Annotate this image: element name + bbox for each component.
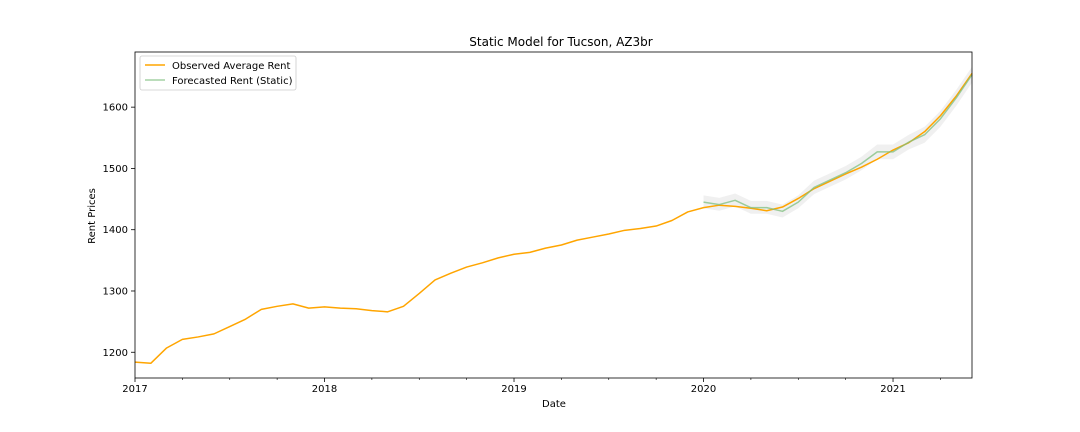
forecast-rent-line <box>703 74 973 213</box>
y-tick-label: 1200 <box>103 348 128 359</box>
legend: Observed Average Rent Forecasted Rent (S… <box>139 55 297 91</box>
plot-frame <box>134 51 973 379</box>
y-tick-label: 1500 <box>103 164 128 175</box>
chart-title: Static Model for Tucson, AZ3br <box>469 35 653 49</box>
legend-label-forecast: Forecasted Rent (Static) <box>172 76 293 87</box>
x-tick-label: 2021 <box>880 384 905 395</box>
x-tick-label: 2018 <box>312 384 337 395</box>
y-tick-label: 1400 <box>103 225 128 236</box>
forecast-confidence-band <box>703 66 972 218</box>
legend-label-observed: Observed Average Rent <box>172 61 291 72</box>
y-tick-label: 1300 <box>103 286 128 297</box>
y-axis-label: Rent Prices <box>87 188 98 244</box>
x-tick-label: 2017 <box>122 384 147 395</box>
x-tick-label: 2019 <box>501 384 526 395</box>
plot-area: 2017 2018 2019 2020 2021 1200 1300 1400 1500 160… <box>103 51 973 395</box>
y-tick-label: 1600 <box>103 103 128 114</box>
observed-rent-line <box>134 73 973 365</box>
legend-box <box>139 55 297 91</box>
y-axis-ticks: 1200 1300 1400 1500 1600 <box>103 103 135 359</box>
series-layer <box>134 66 973 365</box>
x-axis-ticks: 2017 2018 2019 2020 2021 <box>122 378 906 395</box>
x-tick-label: 2020 <box>691 384 716 395</box>
x-axis-label: Date <box>542 399 566 410</box>
